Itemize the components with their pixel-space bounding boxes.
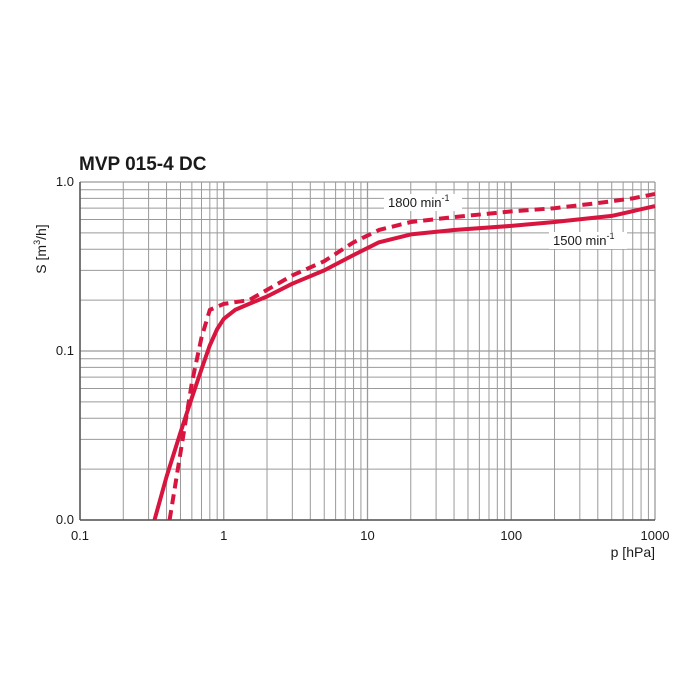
series-labels: 1800 min-1 1500 min-1	[384, 193, 627, 249]
chart-grid	[79, 181, 656, 521]
x-tick-label: 1000	[641, 528, 670, 543]
y-axis-label-tail: /h]	[33, 224, 49, 240]
y-axis-label-sup: 3	[32, 240, 42, 245]
x-tick-label: 10	[360, 528, 374, 543]
x-tick-label: 100	[500, 528, 522, 543]
chart-title: MVP 015-4 DC	[79, 154, 207, 175]
series-label-1500: 1500 min-1	[553, 231, 615, 248]
y-tick-label: 1.0	[56, 174, 74, 189]
y-tick-label: 0.1	[56, 343, 74, 358]
series-label-background	[384, 194, 462, 211]
x-tick-label: 0.1	[71, 528, 89, 543]
x-tick-label: 1	[220, 528, 227, 543]
chart-curves	[152, 191, 656, 520]
y-axis-label-main: S [m	[33, 245, 49, 274]
series-label-1800: 1800 min-1	[388, 193, 450, 210]
y-tick-label: 0.0	[56, 512, 74, 527]
x-axis-label: p [hPa]	[611, 544, 655, 560]
series-line-1500	[152, 204, 656, 520]
series-label-background	[549, 232, 627, 249]
series-line-1800	[167, 191, 656, 520]
y-axis-label: S [m3/h]	[32, 224, 49, 273]
